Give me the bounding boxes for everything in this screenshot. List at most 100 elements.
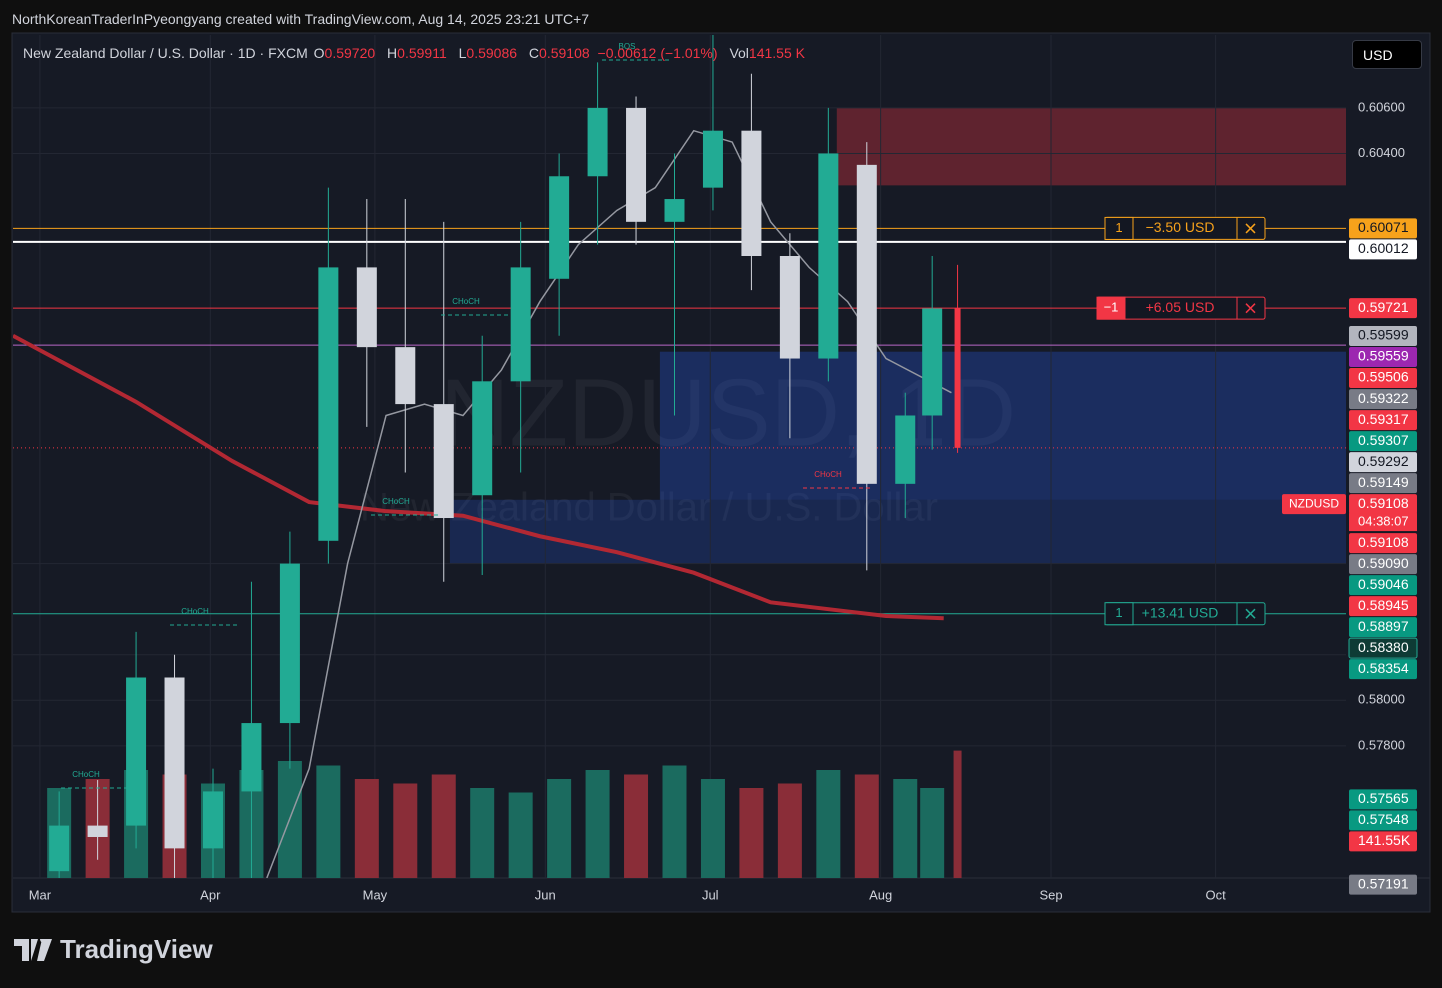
change-value: −0.00612 xyxy=(597,45,657,61)
candle-body xyxy=(818,153,839,359)
volume-bar xyxy=(920,788,945,878)
price-badge xyxy=(1349,218,1417,239)
candle-body xyxy=(87,825,108,837)
watermark: New Zealand Dollar / U.S. Dollar xyxy=(360,486,938,530)
symbol-title: New Zealand Dollar / U.S. Dollar · 1D · … xyxy=(23,45,308,61)
position-qty: 1 xyxy=(1115,605,1122,620)
zone xyxy=(836,107,1346,186)
symbol-tag xyxy=(1282,494,1346,515)
x-tick-label: Apr xyxy=(200,887,221,902)
volume-bar xyxy=(624,774,649,878)
volume-bar xyxy=(854,774,879,878)
price-badge xyxy=(1349,452,1417,473)
structure-label: CHoCH xyxy=(382,497,410,506)
countdown: 04:38:07 xyxy=(1358,514,1409,529)
x-tick-label: Jul xyxy=(702,887,719,902)
candle-body xyxy=(472,381,493,496)
candle-body xyxy=(279,563,300,724)
structure-label: CHoCH xyxy=(72,770,100,779)
price-badge xyxy=(1349,410,1417,431)
price-badge-label: 0.58354 xyxy=(1358,660,1409,676)
zone xyxy=(659,351,1346,500)
volume-bar xyxy=(508,792,533,878)
close-icon xyxy=(1245,223,1256,234)
price-badge-label: 0.57191 xyxy=(1358,875,1409,891)
watermark: NZDUSD, 1D xyxy=(440,359,1016,466)
volume-bar xyxy=(316,765,341,878)
plot-area: NZDUSD, 1D New Zealand Dollar / U.S. Doll… xyxy=(13,35,1346,878)
x-tick-label: May xyxy=(363,887,388,902)
price-badge xyxy=(1349,810,1417,831)
price-badge-label: 0.59721 xyxy=(1358,299,1409,315)
price-badge-label: 0.58380 xyxy=(1358,639,1409,655)
price-badge xyxy=(1349,431,1417,452)
candle-body xyxy=(664,199,685,222)
candle-body xyxy=(856,164,877,484)
logo-icon xyxy=(14,938,52,961)
price-badge xyxy=(1349,554,1417,575)
candle-body xyxy=(549,176,570,279)
volume-bar xyxy=(470,788,495,878)
y-tick-label: 0.57800 xyxy=(1358,737,1405,752)
price-badge-label: 0.59317 xyxy=(1358,411,1409,427)
price-badge xyxy=(1349,346,1417,367)
y-tick-label: 0.60400 xyxy=(1358,145,1405,160)
open-key: O xyxy=(313,45,325,61)
price-badge xyxy=(1349,596,1417,617)
price-badge-label: 0.59322 xyxy=(1358,390,1409,406)
price-badge xyxy=(1349,367,1417,388)
candle-body xyxy=(587,107,608,177)
x-tick-label: Oct xyxy=(1206,887,1227,902)
currency-button[interactable]: USD xyxy=(1352,40,1422,69)
close-key: C xyxy=(528,45,540,61)
price-badge xyxy=(1349,239,1417,260)
price-badge-label: 0.59108 xyxy=(1358,495,1409,511)
price-badge xyxy=(1349,533,1417,554)
candle-body xyxy=(626,107,647,222)
price-badge xyxy=(1349,325,1417,346)
candle-body xyxy=(895,415,916,484)
position-tag: −1 +6.05 USD xyxy=(1096,296,1266,320)
low-key: L xyxy=(458,45,467,61)
candle-body xyxy=(126,677,147,826)
price-badge xyxy=(1349,473,1417,494)
candle-body xyxy=(922,308,943,416)
x-tick-label: Aug xyxy=(869,887,892,902)
price-badge-label: 0.59108 xyxy=(1358,534,1409,550)
price-badge-label: 0.58945 xyxy=(1358,597,1409,613)
close-icon xyxy=(1245,303,1256,314)
price-badge-label: 0.59559 xyxy=(1358,348,1409,364)
price-badge xyxy=(1349,575,1417,596)
logo: TradingView xyxy=(14,934,213,965)
position-tag: 1 +13.41 USD xyxy=(1104,602,1266,626)
high-value: 0.59911 xyxy=(397,45,447,61)
candle-body xyxy=(510,267,531,382)
low-value: 0.59086 xyxy=(466,45,518,61)
price-scale: 0.606000.604000.586000.582000.580000.578… xyxy=(29,99,1418,902)
price-badge xyxy=(1349,874,1417,895)
x-tick-label: Jun xyxy=(535,887,556,902)
price-badge-label: 0.60071 xyxy=(1358,219,1409,235)
position-qty: 1 xyxy=(1115,220,1122,235)
close-value: 0.59108 xyxy=(539,45,590,61)
open-value: 0.59720 xyxy=(324,45,376,61)
price-badge xyxy=(1349,389,1417,410)
volume-badge-label: 141.55K xyxy=(1358,832,1411,848)
volume-bar xyxy=(893,779,918,878)
position-qty-box xyxy=(1096,296,1126,320)
symbol-tag-label: NZDUSD xyxy=(1289,496,1339,510)
change-percent: (−1.01%) xyxy=(660,45,718,61)
price-badge-label: 0.57548 xyxy=(1358,811,1409,827)
position-pnl: +13.41 USD xyxy=(1142,604,1219,620)
candle-body xyxy=(202,791,223,849)
volume-bar xyxy=(585,770,610,878)
position-qty-box xyxy=(1104,216,1134,240)
moving-average xyxy=(13,333,944,621)
candle-body xyxy=(164,677,185,849)
price-badge-label: 0.57565 xyxy=(1358,790,1409,806)
candle-body xyxy=(241,723,262,792)
price-badge-label: 0.60012 xyxy=(1358,240,1409,256)
volume-bar xyxy=(662,765,687,878)
volume-bar xyxy=(777,783,802,878)
